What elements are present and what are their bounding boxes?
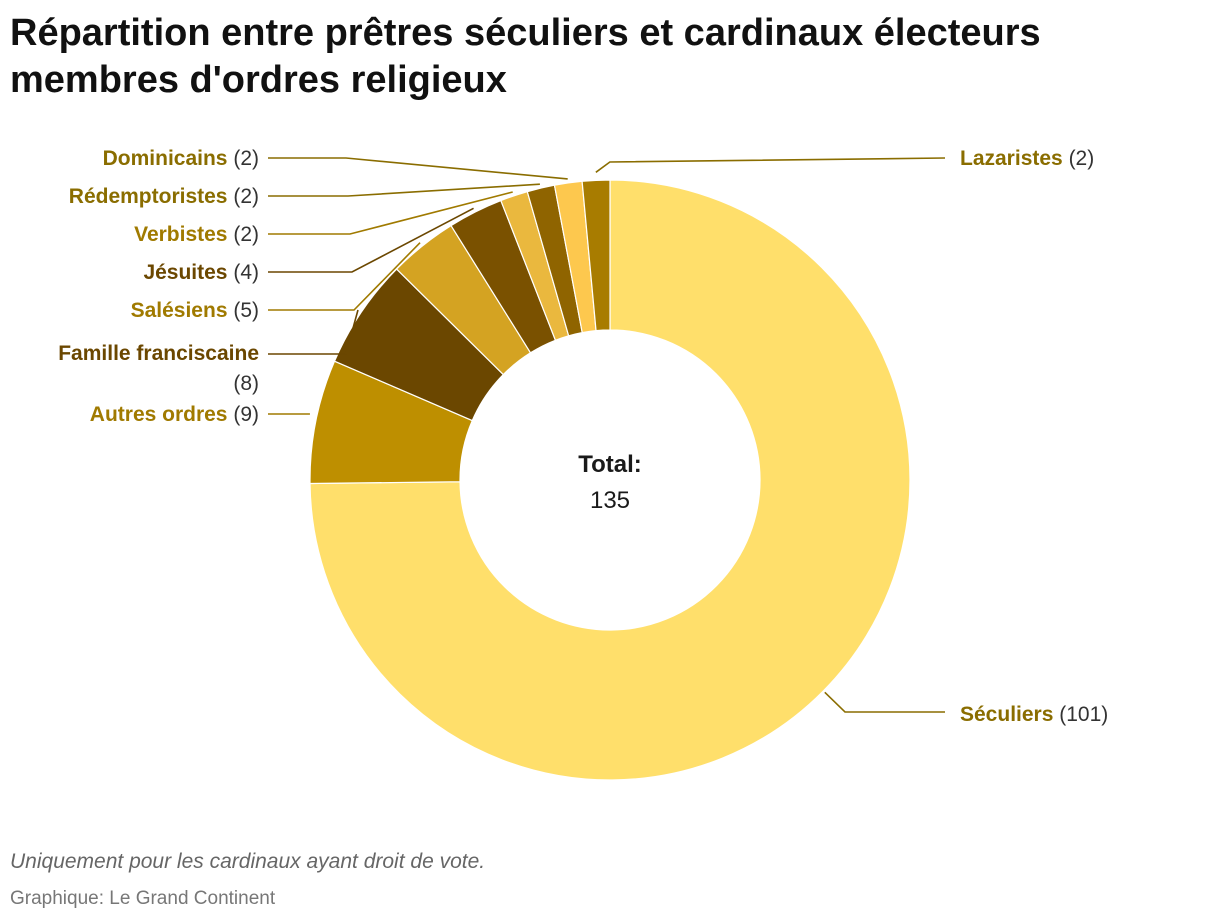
label-lazaristes: Lazaristes (2) bbox=[960, 147, 1094, 170]
leader-line-jesuites bbox=[268, 207, 474, 273]
leader-line-dominicains bbox=[268, 157, 568, 180]
center-total-value: 135 bbox=[590, 487, 630, 514]
leader-line-salesiens bbox=[268, 242, 421, 311]
label-seculiers: Séculiers (101) bbox=[960, 703, 1108, 726]
label-famille-franciscaine: Famille franciscaine bbox=[58, 342, 259, 365]
label-jesuites: Jésuites (4) bbox=[143, 261, 259, 284]
leader-line-famille-franciscaine bbox=[268, 309, 359, 355]
chart-note: Uniquement pour les cardinaux ayant droi… bbox=[10, 850, 486, 873]
center-total-label: Total: bbox=[578, 451, 642, 478]
leader-line-redemptoristes bbox=[268, 183, 540, 197]
chart-title: Répartition entre prêtres séculiers et c… bbox=[10, 12, 1041, 101]
label-dominicains: Dominicains (2) bbox=[103, 147, 259, 170]
label-count-famille-franciscaine: (8) bbox=[233, 372, 259, 395]
label-autres-ordres: Autres ordres (9) bbox=[90, 403, 259, 426]
leader-line-seculiers bbox=[824, 691, 945, 713]
leader-line-verbistes bbox=[268, 191, 513, 235]
slice-lazaristes[interactable] bbox=[581, 179, 611, 332]
label-verbistes: Verbistes (2) bbox=[134, 223, 259, 246]
slice-seculiers[interactable] bbox=[309, 179, 911, 781]
label-salesiens: Salésiens (5) bbox=[131, 299, 259, 322]
chart-source: Graphique: Le Grand Continent bbox=[10, 888, 276, 909]
label-redemptoristes: Rédemptoristes (2) bbox=[69, 185, 259, 208]
leader-line-lazaristes bbox=[595, 157, 946, 173]
